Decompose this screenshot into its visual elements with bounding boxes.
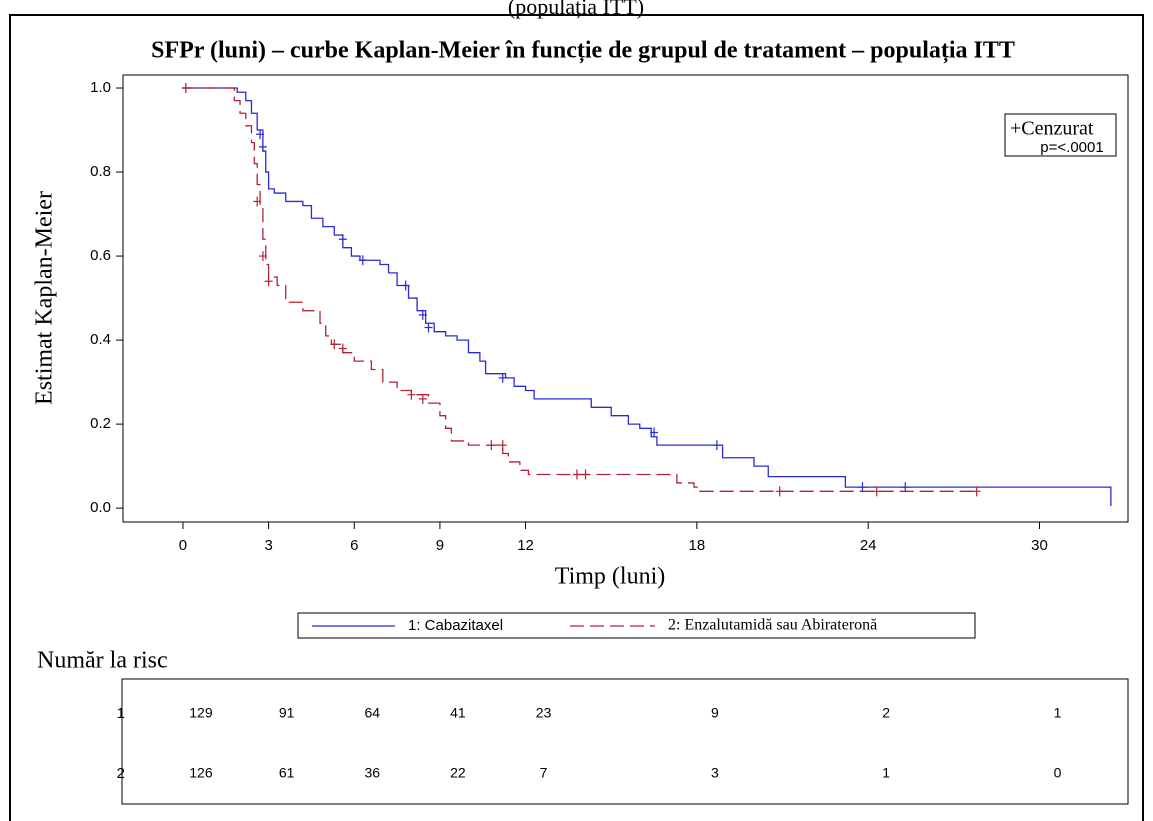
at-risk-count: 7 [540, 765, 548, 781]
censor-mark [258, 141, 267, 152]
censor-mark [901, 482, 910, 493]
censor-mark [256, 129, 265, 140]
censor-mark [498, 372, 507, 383]
x-tick-label: 12 [517, 537, 534, 554]
y-axis-label: Estimat Kaplan-Meier [32, 191, 58, 405]
at-risk-count: 23 [536, 705, 552, 721]
at-risk-count: 0 [1054, 765, 1062, 781]
censor-mark [572, 469, 581, 480]
at-risk-row-label: 1 [117, 705, 125, 722]
km-curve [182, 87, 1112, 507]
y-tick-label: 0.2 [90, 415, 111, 432]
censor-mark [338, 234, 347, 245]
x-tick-label: 18 [689, 537, 706, 554]
censor-mark [258, 251, 267, 262]
censor-label: +Cenzurat [1010, 118, 1094, 140]
at-risk-count: 41 [450, 705, 466, 721]
at-risk-count: 1 [882, 765, 890, 781]
km-curve [182, 87, 977, 492]
p-value: p=<.0001 [1040, 139, 1103, 156]
at-risk-title: Număr la risc [37, 648, 168, 674]
x-tick-label: 24 [860, 537, 877, 554]
legend [297, 612, 976, 639]
censor-mark [775, 486, 784, 497]
at-risk-count: 64 [364, 705, 380, 721]
x-tick-label: 30 [1031, 537, 1048, 554]
x-tick-label: 3 [264, 537, 272, 554]
censor-mark [253, 196, 262, 207]
x-axis-label: Timp (luni) [555, 564, 665, 590]
at-risk-count: 61 [279, 765, 295, 781]
at-risk-count: 91 [279, 705, 295, 721]
censor-mark [858, 482, 867, 493]
censor-mark [358, 255, 367, 266]
censor-mark [650, 427, 659, 438]
censor-box [1004, 113, 1117, 157]
censor-mark [418, 393, 427, 404]
y-tick-label: 0.6 [90, 247, 111, 264]
censor-mark [581, 469, 590, 480]
censor-mark [407, 389, 416, 400]
censor-mark [418, 309, 427, 320]
at-risk-row-label: 2 [117, 765, 125, 782]
x-tick-label: 9 [436, 537, 444, 554]
censor-mark [498, 440, 507, 451]
censor-mark [972, 486, 981, 497]
censor-mark [338, 343, 347, 354]
plot-area [122, 74, 1129, 523]
y-tick-label: 1.0 [90, 79, 111, 96]
censor-mark [181, 83, 190, 94]
censor-mark [872, 486, 881, 497]
at-risk-count: 1 [1054, 705, 1062, 721]
top-text: (populația ITT) [508, 0, 644, 19]
at-risk-count: 3 [711, 765, 719, 781]
x-tick-label: 6 [350, 537, 358, 554]
censor-mark [712, 440, 721, 451]
at-risk-count: 2 [882, 705, 890, 721]
chart-title: SFPr (luni) – curbe Kaplan-Meier în func… [151, 38, 1015, 64]
censor-mark [401, 280, 410, 291]
censor-mark [487, 440, 496, 451]
frame [9, 14, 1144, 821]
y-tick-label: 0.8 [90, 163, 111, 180]
y-tick-label: 0.0 [90, 499, 111, 516]
x-tick-label: 0 [179, 537, 187, 554]
at-risk-count: 9 [711, 705, 719, 721]
y-tick-label: 0.4 [90, 331, 111, 348]
at-risk-count: 126 [189, 765, 213, 781]
at-risk-count: 22 [450, 765, 466, 781]
censor-mark [264, 276, 273, 287]
legend-label: 1: Cabazitaxel [408, 617, 503, 634]
at-risk-count: 36 [364, 765, 380, 781]
at-risk-box [121, 678, 1129, 805]
at-risk-count: 129 [189, 705, 213, 721]
censor-mark [424, 322, 433, 333]
censor-mark [330, 339, 339, 350]
legend-label: 2: Enzalutamidă sau Abirateronă [668, 617, 877, 634]
